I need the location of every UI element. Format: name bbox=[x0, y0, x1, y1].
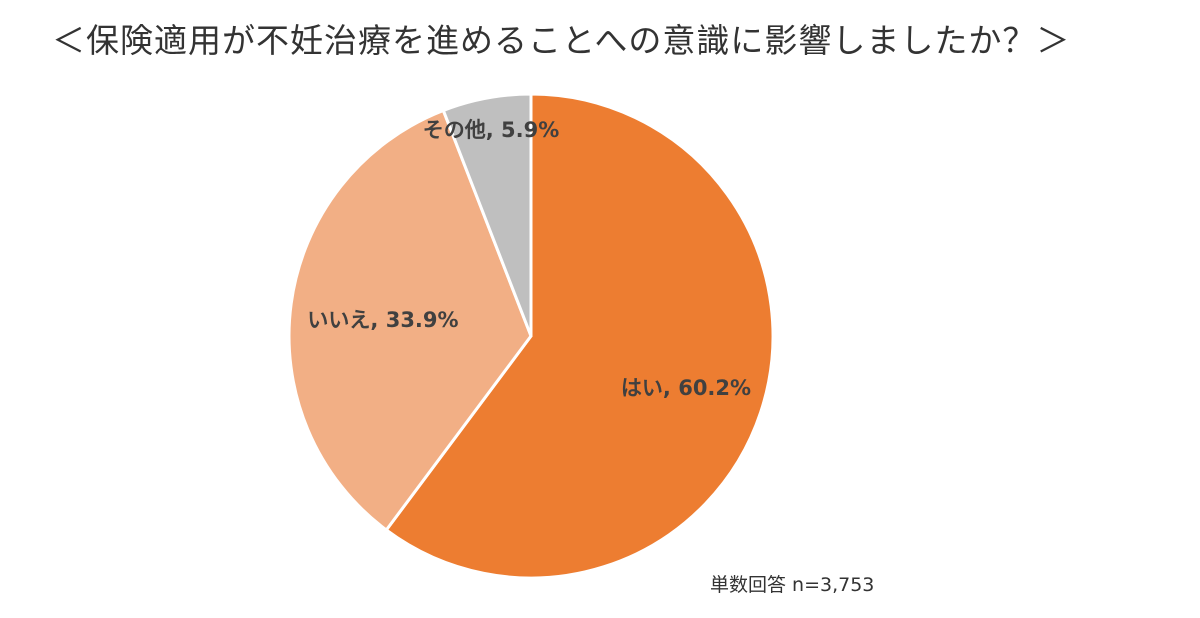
pie-slice-1 bbox=[287, 108, 533, 532]
pie-labels: はい, 60.2% いいえ, 33.9% その他, 5.9% bbox=[307, 118, 751, 400]
sample-size-note: 単数回答 n=3,753 bbox=[710, 574, 875, 596]
chart-title: ＜保険適用が不妊治療を進めることへの意識に影響しましたか？＞ bbox=[52, 21, 1071, 60]
slice-label-0: はい, 60.2% bbox=[621, 376, 751, 400]
slice-label-1: いいえ, 33.9% bbox=[307, 308, 458, 332]
pie-slices bbox=[287, 92, 775, 580]
pie-slice-2 bbox=[441, 92, 533, 338]
pie-slice-0 bbox=[384, 92, 775, 580]
slice-label-2: その他, 5.9% bbox=[423, 118, 560, 142]
